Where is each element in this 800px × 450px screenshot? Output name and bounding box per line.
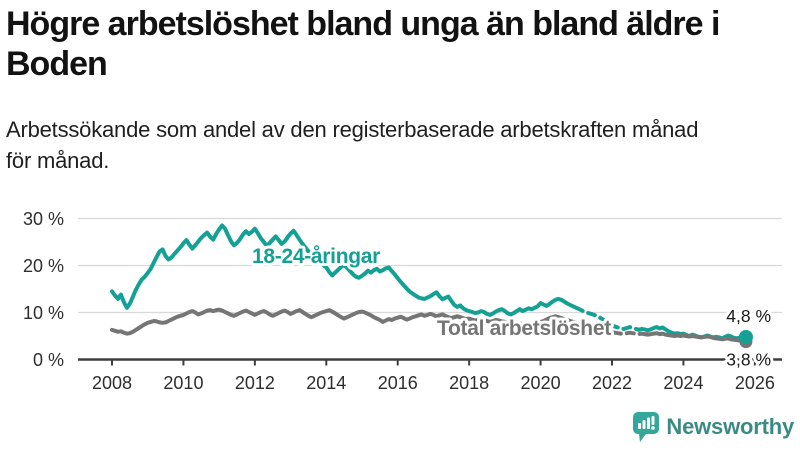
page-subtitle: Arbetssökande som andel av den registerb…: [6, 114, 794, 176]
page-subtitle-line-1: Arbetssökande som andel av den registerb…: [6, 117, 699, 142]
series-label-1: Total arbetslöshet: [437, 317, 611, 340]
newsworthy-logo-text: Newsworthy: [666, 414, 794, 439]
series-line-1-solid-end: [642, 331, 748, 344]
x-axis-tick-label-2018: 2018: [449, 373, 489, 393]
newsworthy-logo[interactable]: Newsworthy: [633, 412, 794, 442]
x-axis-tick-label-2010: 2010: [163, 373, 203, 393]
series-line-0-dashed: [574, 305, 647, 332]
series-label-0: 18-24-åringar: [252, 245, 380, 268]
end-value-label-1: 3,8 %: [726, 350, 771, 370]
end-value-label-0: 4,8 %: [726, 306, 771, 326]
x-axis-tick-label-2026: 2026: [735, 373, 775, 393]
page-title-line-2: Boden: [6, 45, 108, 83]
x-axis-tick-label-2012: 2012: [235, 373, 275, 393]
x-axis-tick-label-2008: 2008: [92, 373, 132, 393]
end-dot-0: [738, 329, 753, 344]
page-title: Högre arbetslöshet bland unga än bland ä…: [6, 4, 798, 84]
series-line-1-dashed: [574, 320, 647, 337]
series-line-1-solid: [110, 307, 579, 336]
x-axis-tick-label-2024: 2024: [663, 373, 703, 393]
x-axis-tick-label-2022: 2022: [592, 373, 632, 393]
newsworthy-logo-icon: [633, 412, 660, 442]
page-subtitle-line-2: för månad.: [6, 148, 110, 173]
y-axis-label-20: 20 %: [23, 256, 64, 276]
x-axis-tick-label-2020: 2020: [521, 373, 561, 393]
y-axis-label-30: 30 %: [23, 209, 64, 229]
series-line-0-solid: [110, 223, 579, 317]
y-axis-label-10: 10 %: [23, 303, 64, 323]
x-axis-tick-label-2016: 2016: [378, 373, 418, 393]
x-axis-tick-label-2014: 2014: [306, 373, 346, 393]
page-title-line-1: Högre arbetslöshet bland unga än bland ä…: [6, 5, 720, 43]
y-axis-label-0: 0 %: [33, 350, 64, 370]
